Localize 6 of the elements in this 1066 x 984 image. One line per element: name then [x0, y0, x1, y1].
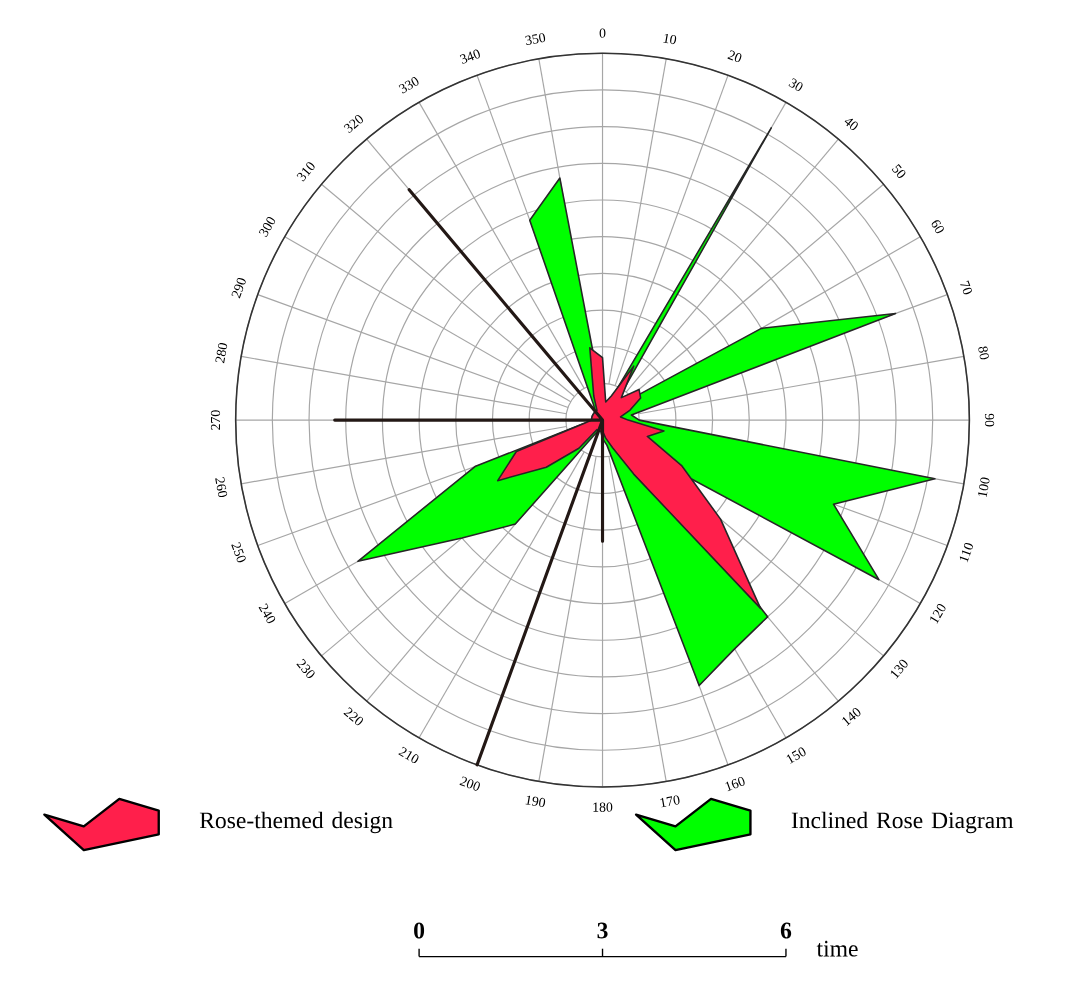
legend-label: Inclined Rose Diagram: [791, 811, 1014, 834]
text: 6: [780, 922, 792, 939]
text: 3: [597, 922, 608, 939]
text: 0: [414, 922, 425, 939]
text: time: [816, 940, 858, 957]
legend-label: Rose-themed design: [199, 811, 393, 834]
